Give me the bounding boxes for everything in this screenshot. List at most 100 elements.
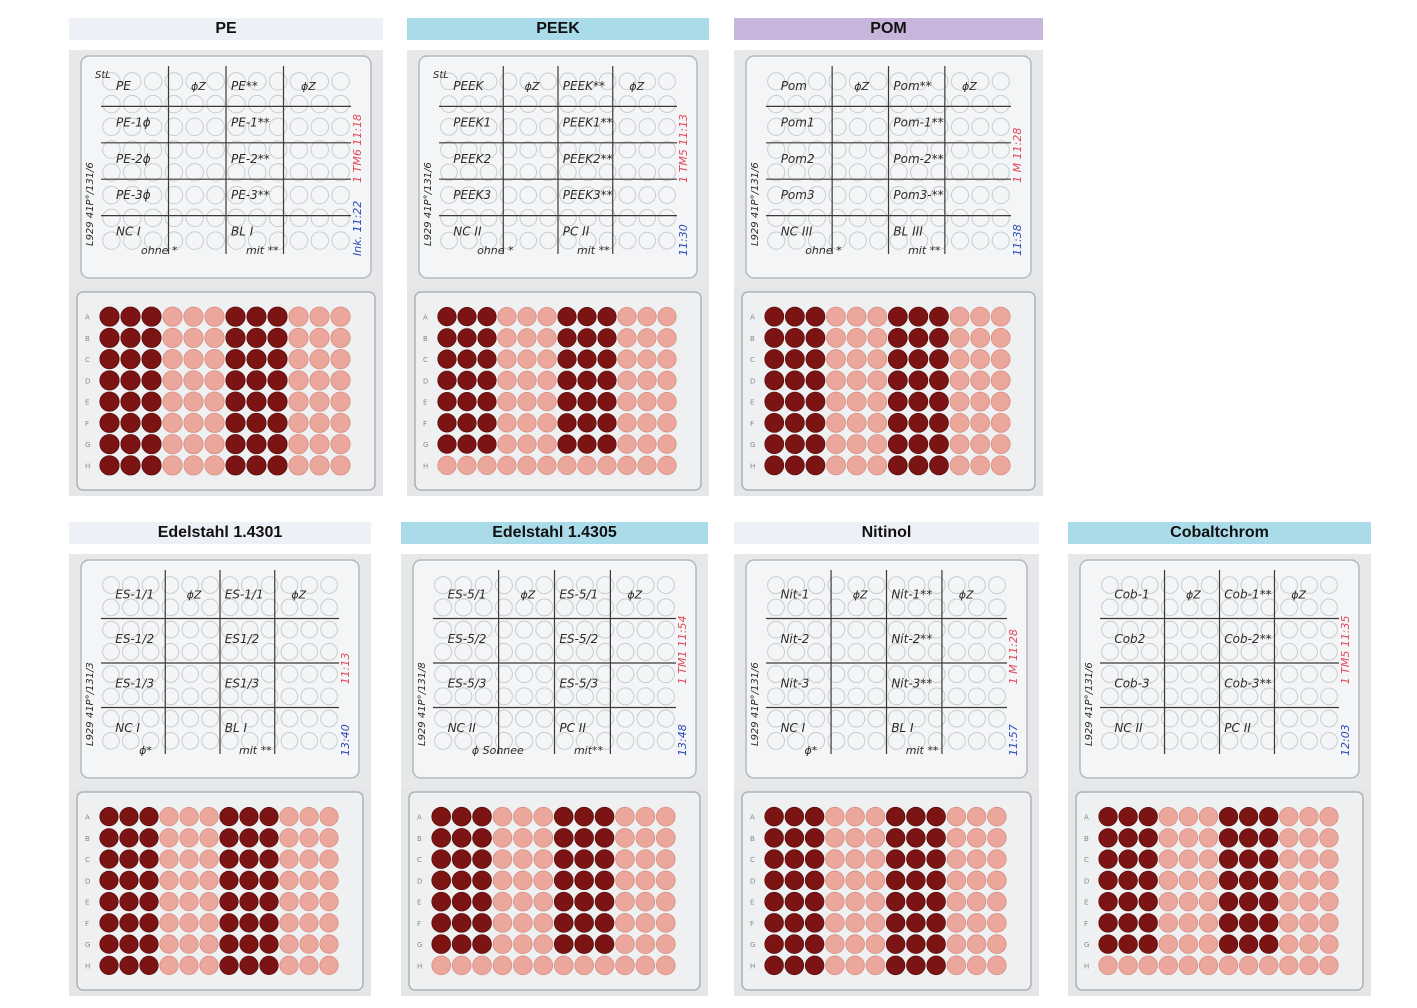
lid-well <box>459 95 478 113</box>
row-letter: C <box>85 856 90 864</box>
well <box>431 913 451 933</box>
lid-well <box>807 72 827 91</box>
well <box>805 306 826 327</box>
lid-well <box>767 576 785 595</box>
lid-well <box>787 709 806 728</box>
lid-well <box>123 208 142 228</box>
well <box>477 370 497 390</box>
well <box>990 413 1011 433</box>
well <box>159 934 179 954</box>
lid-well <box>280 620 299 639</box>
lid-well <box>869 186 888 205</box>
lid-well <box>1101 576 1119 594</box>
well <box>1178 806 1199 827</box>
lid-well <box>181 665 200 683</box>
well <box>615 955 635 976</box>
row-letter: D <box>423 377 428 385</box>
well <box>319 892 339 912</box>
lid-well <box>474 687 493 706</box>
lid-well <box>807 231 827 250</box>
lid-well <box>827 598 846 617</box>
well <box>119 849 139 869</box>
lid-well <box>300 620 319 639</box>
lid-well <box>181 732 200 750</box>
well <box>162 434 183 455</box>
lid-well <box>867 731 886 750</box>
side-label-left: L929 41P°/131/6 <box>750 662 761 746</box>
well <box>926 934 946 954</box>
lid-well <box>618 209 637 227</box>
well <box>987 828 1007 848</box>
row-letter: G <box>750 941 755 949</box>
lid-well <box>535 576 554 595</box>
well <box>867 455 888 476</box>
well <box>99 807 119 827</box>
well <box>159 913 179 933</box>
well <box>517 413 537 433</box>
lid-well <box>474 709 493 728</box>
lid-well <box>141 598 160 617</box>
well <box>867 434 888 454</box>
panel-title: Edelstahl 1.4301 <box>69 522 371 544</box>
well <box>987 955 1007 976</box>
well <box>597 349 617 369</box>
well <box>865 891 886 912</box>
well <box>437 455 457 475</box>
lid-well <box>656 731 675 750</box>
well <box>949 413 970 433</box>
lid-well <box>887 665 906 684</box>
lid-label: PC II <box>1224 721 1251 735</box>
lid-well <box>227 140 246 159</box>
lid-well <box>1300 732 1318 750</box>
well <box>239 828 259 848</box>
lid-well <box>1260 732 1279 750</box>
well <box>826 455 846 476</box>
lid-well <box>102 94 121 114</box>
lid-well <box>539 163 557 182</box>
well <box>319 955 339 975</box>
lid-well <box>1280 732 1299 750</box>
lid-well <box>479 186 498 204</box>
well <box>970 413 990 433</box>
well <box>533 913 554 933</box>
well <box>553 870 574 891</box>
lid-well <box>479 95 498 113</box>
well <box>239 913 259 933</box>
well <box>846 434 867 454</box>
lid-well <box>454 731 473 750</box>
lid-well <box>320 687 338 706</box>
lid-well <box>869 208 888 227</box>
lid-well <box>164 231 184 250</box>
well <box>139 892 159 912</box>
well <box>1098 870 1118 891</box>
well <box>279 955 299 975</box>
lid-well <box>535 731 554 750</box>
lid-well <box>618 72 637 91</box>
well <box>825 870 845 891</box>
lid-well <box>596 665 615 684</box>
well <box>1118 913 1138 933</box>
well <box>537 328 557 348</box>
well <box>162 391 183 412</box>
lid-well <box>889 95 908 114</box>
lid-well <box>454 709 473 728</box>
lid-label: ϕZ <box>520 588 535 601</box>
lid-well <box>887 687 906 706</box>
well <box>987 913 1007 933</box>
lid-well <box>1220 620 1239 639</box>
lid-well <box>519 209 538 227</box>
lid-well <box>280 732 299 750</box>
lid-well <box>320 732 338 750</box>
well <box>906 913 926 933</box>
well <box>946 806 967 827</box>
lid-well <box>807 117 827 136</box>
well <box>657 349 677 369</box>
well <box>99 828 119 848</box>
lid-well <box>164 208 184 228</box>
lid-well <box>289 94 309 114</box>
lid-well <box>638 140 657 159</box>
